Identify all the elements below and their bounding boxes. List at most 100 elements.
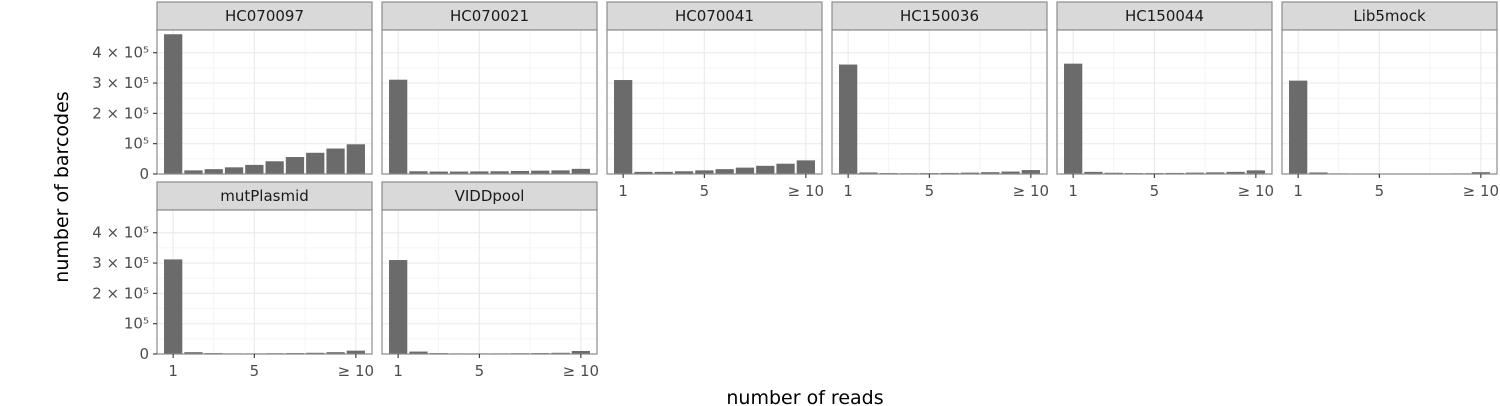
panel-border xyxy=(156,209,373,355)
bar xyxy=(1001,171,1020,174)
x-tick-label: 5 xyxy=(250,362,260,380)
bar xyxy=(531,170,550,174)
bar xyxy=(1185,172,1205,174)
facet-strip-label: Lib5mock xyxy=(1353,7,1426,25)
x-axis-title: number of reads xyxy=(726,387,883,406)
bar xyxy=(695,170,714,174)
bar xyxy=(551,170,570,174)
bar xyxy=(1289,80,1308,174)
facet-strip xyxy=(1056,1,1273,31)
y-tick-label: 10⁵ xyxy=(124,135,149,153)
bar xyxy=(164,34,183,175)
bar xyxy=(1021,170,1040,174)
plot-area xyxy=(157,210,372,354)
facet-panel: HC070097 xyxy=(156,1,373,175)
facet-strip-label: HC150036 xyxy=(900,7,979,25)
bar xyxy=(164,259,183,354)
facet-strip-label: HC070097 xyxy=(225,7,304,25)
bar xyxy=(674,171,694,174)
facet-strip xyxy=(606,1,823,31)
panel-border xyxy=(831,29,1048,175)
bar xyxy=(346,350,365,354)
bar xyxy=(326,148,345,174)
facet-strip-label: HC070021 xyxy=(450,7,529,25)
bar xyxy=(839,64,858,174)
facet-strip xyxy=(381,1,598,31)
grid-lines xyxy=(157,210,372,355)
y-axes: 0 10⁵ 2 × 10⁵ 3 × 10⁵ 4 × 10⁵ 0 10⁵ 2 × 10⁵ 3 × … xyxy=(92,44,157,363)
x-tick-label: 5 xyxy=(925,182,935,200)
bar xyxy=(306,152,325,174)
y-tick-label: 10⁵ xyxy=(124,315,149,333)
bar xyxy=(634,171,653,174)
bar xyxy=(389,79,408,174)
bar xyxy=(389,260,408,354)
panel-border xyxy=(381,29,598,175)
bar xyxy=(1206,172,1225,174)
x-tick-label: 1 xyxy=(168,362,178,380)
bar xyxy=(796,160,815,174)
y-tick-label: 4 × 10⁵ xyxy=(92,44,149,62)
x-tick-label: ≥ 10 xyxy=(1463,182,1499,200)
bar xyxy=(1246,170,1265,174)
y-tick-label: 2 × 10⁵ xyxy=(92,284,149,302)
bar xyxy=(1064,63,1083,174)
x-tick-label: 5 xyxy=(1375,182,1385,200)
plot-area xyxy=(382,210,597,354)
bars xyxy=(389,79,590,174)
bar xyxy=(449,171,469,174)
x-tick-label: 1 xyxy=(1293,182,1303,200)
plot-area xyxy=(1282,30,1497,174)
bar xyxy=(1084,171,1103,174)
facet-strip-label: HC150044 xyxy=(1125,7,1204,25)
x-tick-label: ≥ 10 xyxy=(1238,182,1274,200)
facet-panel: HC150044 xyxy=(1056,1,1273,175)
facet-panel: VIDDpool xyxy=(381,181,598,355)
y-tick-label: 4 × 10⁵ xyxy=(92,224,149,242)
facet-strip-label: HC070041 xyxy=(675,7,754,25)
facet-strip xyxy=(831,1,1048,31)
plot-area xyxy=(607,30,822,174)
facet-panel: HC150036 xyxy=(831,1,1048,175)
facet-panel: HC070041 xyxy=(606,1,823,175)
y-tick-label: 2 × 10⁵ xyxy=(92,104,149,122)
panel-border xyxy=(606,29,823,175)
bar xyxy=(756,165,775,174)
bar xyxy=(204,169,223,174)
facet-panels: HC070097 HC070021 HC070041 HC150036 HC150044… xyxy=(156,1,1498,355)
bar xyxy=(409,171,428,174)
panel-border xyxy=(156,29,373,175)
bar xyxy=(184,352,203,354)
bar xyxy=(715,169,734,174)
bar xyxy=(1104,172,1123,174)
x-tick-label: 5 xyxy=(475,362,485,380)
plot-area xyxy=(1057,30,1272,174)
plot-area xyxy=(832,30,1047,174)
bar xyxy=(776,163,795,174)
panel-border xyxy=(1281,29,1498,175)
x-tick-label: 5 xyxy=(700,182,710,200)
bar xyxy=(1309,172,1328,174)
panel-border xyxy=(381,209,598,355)
y-axis-title: number of barcodes xyxy=(51,91,73,282)
x-tick-label: 1 xyxy=(618,182,628,200)
facet-strip xyxy=(156,181,373,211)
panel-border xyxy=(1056,29,1273,175)
bar xyxy=(614,80,633,174)
grid-lines xyxy=(832,30,1047,175)
grid-lines xyxy=(382,30,597,175)
grid-lines xyxy=(157,30,372,175)
bar xyxy=(306,352,325,354)
bar xyxy=(571,168,590,174)
bar xyxy=(184,170,203,174)
bar xyxy=(1471,172,1490,174)
bar xyxy=(510,170,530,174)
y-tick-label: 3 × 10⁵ xyxy=(92,74,149,92)
bar xyxy=(960,172,980,174)
y-tick-label: 0 xyxy=(139,165,149,183)
bars xyxy=(164,34,365,175)
x-tick-label: ≥ 10 xyxy=(1013,182,1049,200)
x-tick-label: 1 xyxy=(393,362,403,380)
bar xyxy=(735,167,755,174)
